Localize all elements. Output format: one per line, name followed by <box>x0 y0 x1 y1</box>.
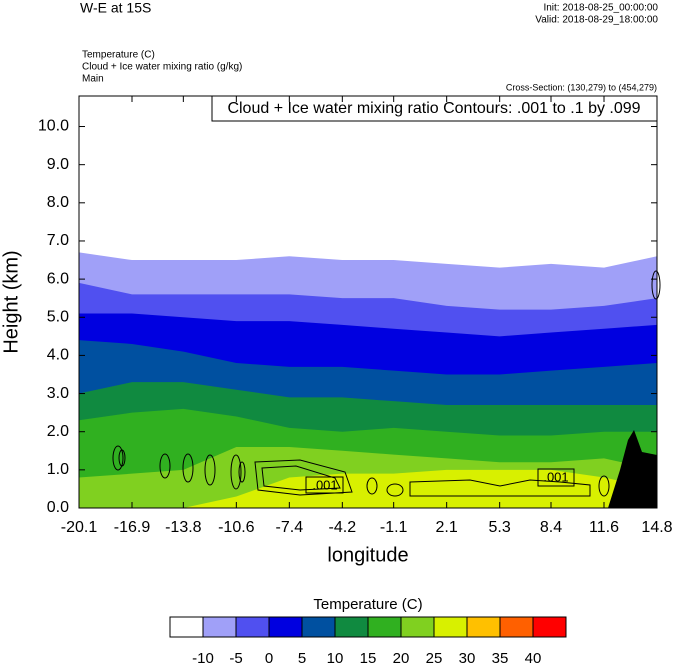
valid-time: Valid: 2018-08-29_18:00:00 <box>535 15 658 26</box>
y-tick-label: 3.0 <box>47 385 69 402</box>
y-tick-label: 7.0 <box>47 232 69 249</box>
colorbar-label: 10 <box>327 650 344 667</box>
contour-info: Cloud + Ice water mixing ratio Contours:… <box>227 100 640 117</box>
terrain <box>608 430 657 508</box>
chart-title: W-E at 15S <box>80 0 151 16</box>
colorbar-box <box>367 616 402 638</box>
colorbar-title: Temperature (C) <box>313 596 422 613</box>
x-tick-label: -20.1 <box>61 519 98 536</box>
colorbar-box <box>235 616 270 638</box>
x-tick-label: 5.3 <box>489 519 511 536</box>
y-axis-label: Height (km) <box>0 250 22 353</box>
cloud-contours <box>112 270 661 497</box>
colorbar-label: 35 <box>492 650 509 667</box>
y-tick-label: 10.0 <box>38 118 69 135</box>
x-tick-label: -13.8 <box>165 519 202 536</box>
colorbar-label: -10 <box>192 650 214 667</box>
colorbar-box <box>499 616 534 638</box>
colorbar-box <box>532 616 567 638</box>
y-tick-label: 9.0 <box>47 156 69 173</box>
colorbar-label: 15 <box>360 650 377 667</box>
y-tick-label: 8.0 <box>47 194 69 211</box>
colorbar-label: 40 <box>525 650 542 667</box>
y-tick-label: 5.0 <box>47 308 69 325</box>
colorbar-label: 0 <box>265 650 273 667</box>
x-tick-label: -1.1 <box>380 519 408 536</box>
y-tick-label: 2.0 <box>47 423 69 440</box>
contour-label-box <box>305 476 344 494</box>
y-tick-label: 0.0 <box>47 499 69 516</box>
colorbar-box <box>433 616 468 638</box>
colorbar-box <box>268 616 303 638</box>
field-label: Temperature (C) <box>82 50 155 61</box>
contour-label-box <box>537 468 575 487</box>
colorbar-box <box>202 616 237 638</box>
colorbar-label: -5 <box>229 650 242 667</box>
init-time: Init: 2018-08-25_00:00:00 <box>543 3 658 14</box>
contour-info-box <box>211 95 658 122</box>
y-tick-label: 6.0 <box>47 270 69 287</box>
x-tick-label: 2.1 <box>436 519 458 536</box>
x-tick-label: 14.8 <box>641 519 672 536</box>
cross-section: Cross-Section: (130,279) to (454,279) <box>506 82 657 92</box>
colorbar-box <box>301 616 336 638</box>
colorbar-box <box>400 616 435 638</box>
x-tick-label: 11.6 <box>589 519 619 536</box>
x-tick-label: -16.9 <box>114 519 151 536</box>
colorbar-label: 25 <box>426 650 443 667</box>
colorbar-box <box>169 616 204 638</box>
colorbar-label: 20 <box>393 650 410 667</box>
field-label: Main <box>82 74 104 85</box>
x-tick-label: -4.2 <box>329 519 357 536</box>
plot-frame <box>78 95 658 509</box>
y-tick-label: 1.0 <box>47 461 69 478</box>
contour-label: .001 <box>543 469 568 484</box>
x-axis-label: longitude <box>327 544 408 566</box>
x-tick-label: -7.4 <box>276 519 304 536</box>
y-tick-label: 4.0 <box>47 347 69 364</box>
colorbar-box <box>466 616 501 638</box>
x-tick-label: 8.4 <box>540 519 562 536</box>
colorbar-label: 5 <box>298 650 306 667</box>
contour-label: .001 <box>312 477 337 492</box>
colorbar-label: 30 <box>459 650 476 667</box>
plot-area <box>79 96 657 508</box>
field-label: Cloud + Ice water mixing ratio (g/kg) <box>82 62 242 73</box>
colorbar-box <box>334 616 369 638</box>
temperature-band <box>79 469 657 508</box>
x-tick-label: -10.6 <box>218 519 255 536</box>
